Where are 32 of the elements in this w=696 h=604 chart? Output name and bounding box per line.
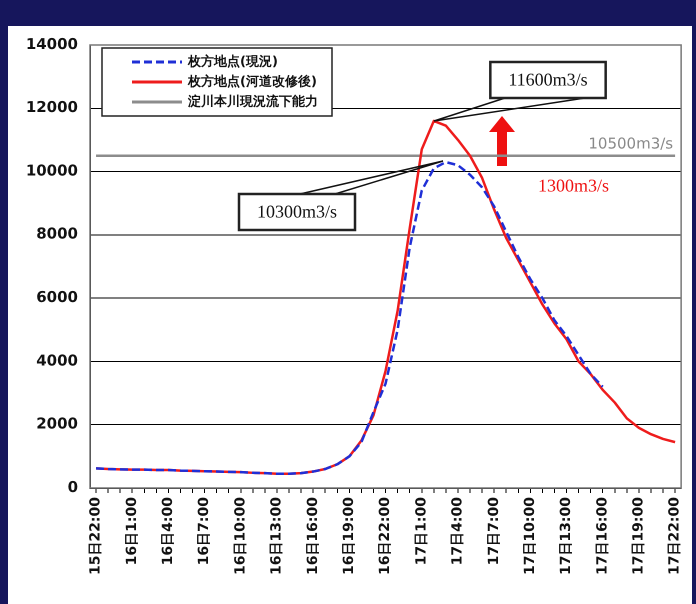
x-tick-label: 17日4:00 [450, 496, 466, 566]
x-tick-label: 16日1:00 [124, 496, 140, 566]
x-tick-label: 17日19:00 [630, 496, 647, 576]
x-tick-label: 17日1:00 [413, 496, 430, 566]
y-tick-label: 4000 [36, 351, 78, 370]
y-tick-label: 0 [68, 478, 78, 496]
y-tick-label: 2000 [36, 414, 78, 433]
x-tick-label: 16日22:00 [377, 496, 394, 576]
x-tick-label: 16日13:00 [268, 496, 285, 576]
legend-label: 枚方地点(河道改修後) [187, 73, 317, 90]
annotation: 11600m3/s [508, 70, 588, 90]
y-tick-label: 10000 [26, 161, 78, 180]
x-tick-label: 16日7:00 [196, 496, 212, 566]
y-tick-label: 8000 [36, 224, 78, 243]
y-tick-label: 14000 [26, 34, 78, 53]
x-tick-label: 16日16:00 [304, 496, 321, 576]
legend-label: 淀川本川現況流下能力 [187, 93, 318, 110]
x-tick-label: 15日22:00 [88, 496, 104, 576]
legend-label: 枚方地点(現況) [187, 53, 278, 70]
x-tick-label: 17日7:00 [486, 496, 502, 566]
y-tick-label: 6000 [36, 288, 78, 306]
annotation: 10500m3/s [588, 134, 674, 153]
x-tick-label: 16日10:00 [232, 496, 248, 576]
x-tick-label: 17日10:00 [522, 496, 538, 576]
annotation: 1300m3/s [538, 176, 610, 196]
annotation: 10300m3/s [256, 202, 338, 222]
x-tick-label: 17日13:00 [558, 496, 574, 576]
x-tick-label: 16日4:00 [160, 496, 176, 566]
y-tick-label: 12000 [26, 98, 78, 116]
x-tick-label: 16日19:00 [341, 496, 358, 576]
x-tick-label: 17日16:00 [594, 496, 610, 576]
x-tick-label: 17日22:00 [666, 496, 683, 576]
